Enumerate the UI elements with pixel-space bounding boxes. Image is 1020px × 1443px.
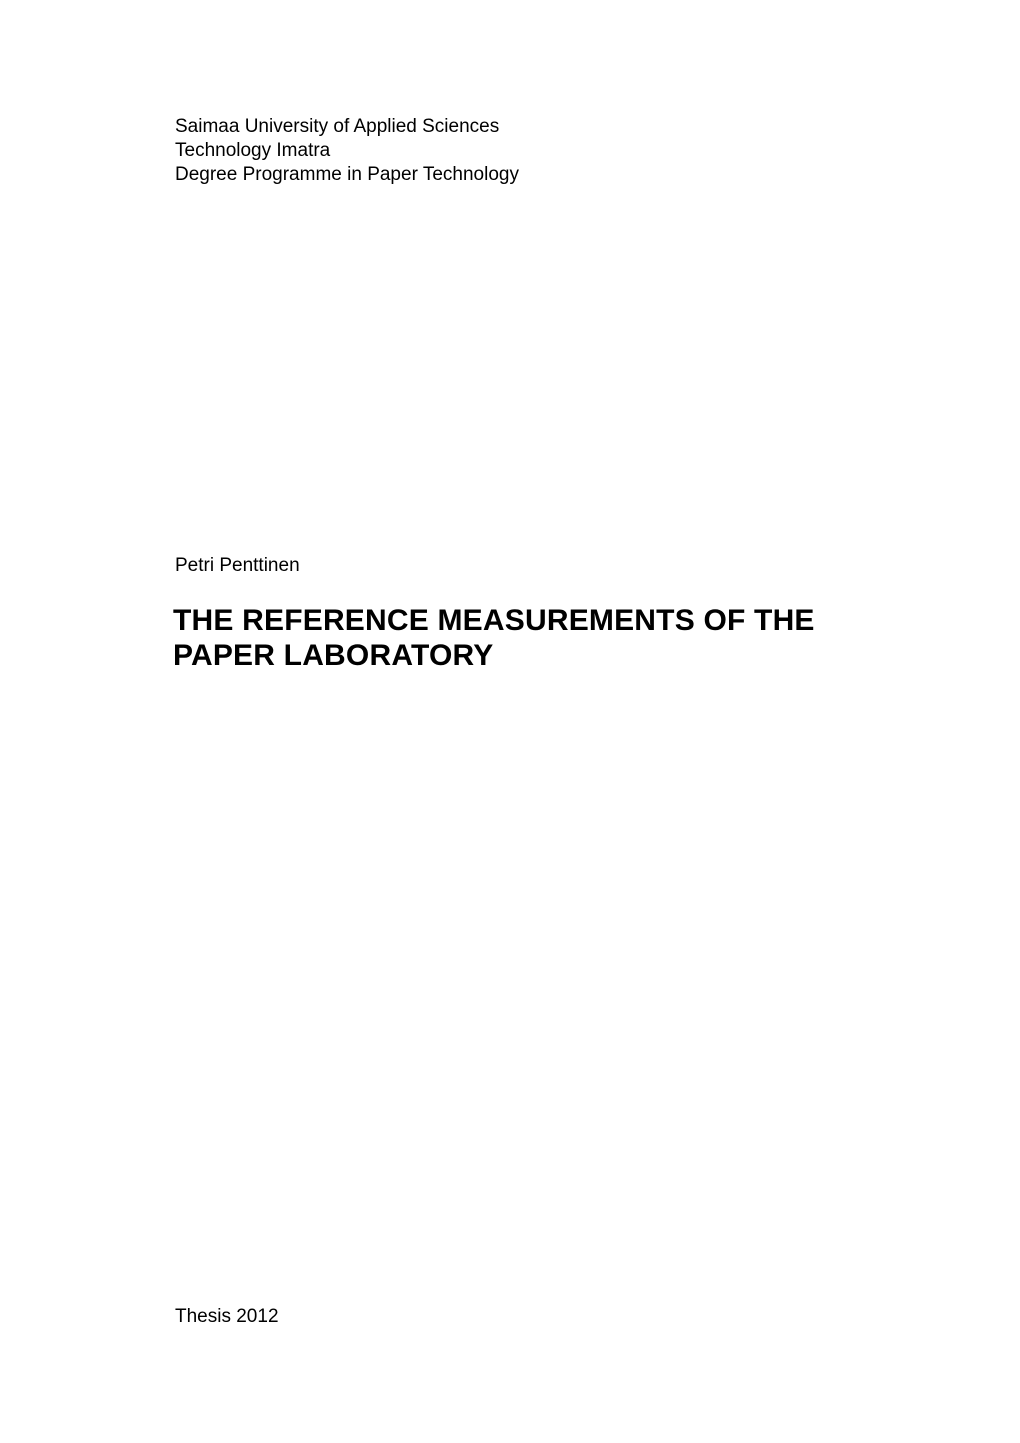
thesis-title: THE REFERENCE MEASUREMENTS OF THE PAPER … bbox=[173, 603, 880, 674]
department-line: Technology Imatra bbox=[175, 139, 875, 163]
header-block: Saimaa University of Applied Sciences Te… bbox=[175, 115, 875, 186]
author-name: Petri Penttinen bbox=[175, 555, 300, 577]
institution-line: Saimaa University of Applied Sciences bbox=[175, 115, 875, 139]
thesis-cover-page: Saimaa University of Applied Sciences Te… bbox=[0, 0, 1020, 1443]
title-line-1: THE REFERENCE MEASUREMENTS OF THE bbox=[173, 604, 815, 637]
programme-line: Degree Programme in Paper Technology bbox=[175, 163, 875, 187]
thesis-year: Thesis 2012 bbox=[175, 1306, 279, 1328]
title-line-2: PAPER LABORATORY bbox=[173, 639, 493, 672]
